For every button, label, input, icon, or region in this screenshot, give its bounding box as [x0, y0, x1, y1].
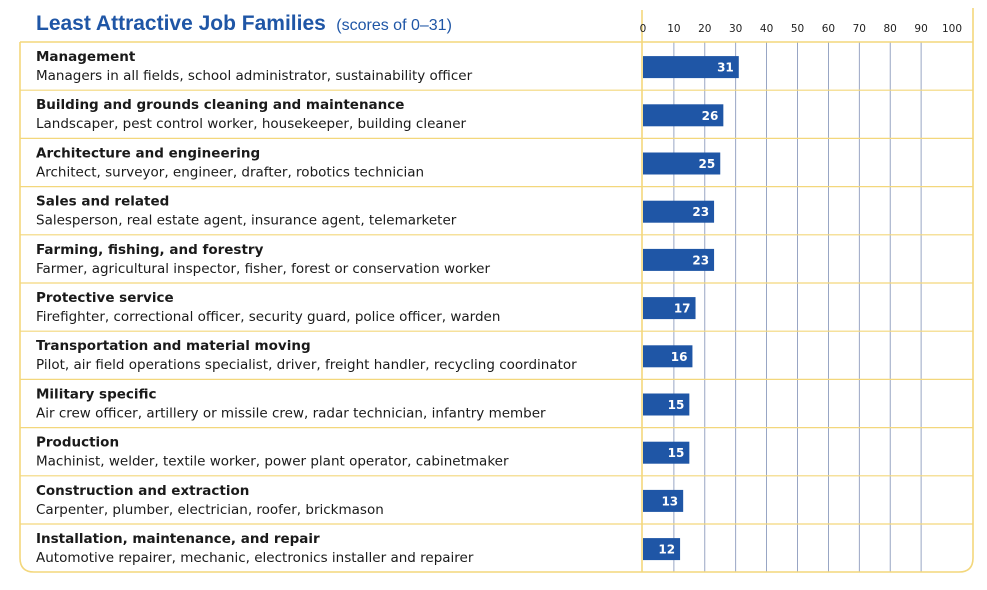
- bar-value-label: 26: [702, 109, 719, 123]
- bar: [643, 489, 684, 512]
- category-row: Military specific Air crew officer, artil…: [36, 386, 546, 421]
- svg-text:Least Attractive Job Families: Least Attractive Job Families (scores of…: [36, 12, 452, 35]
- category-name: Transportation and material moving: [36, 338, 311, 354]
- category-description: Carpenter, plumber, electrician, roofer,…: [36, 502, 384, 518]
- category-name: Construction and extraction: [36, 483, 249, 499]
- bar-value-label: 16: [671, 350, 688, 364]
- category-description: Salesperson, real estate agent, insuranc…: [36, 213, 457, 229]
- chart-subtitle: (scores of 0–31): [336, 17, 452, 34]
- bar: [643, 441, 690, 464]
- category-row: Building and grounds cleaning and mainte…: [36, 97, 467, 132]
- category-row: Protective service Firefighter, correctio…: [36, 290, 500, 325]
- bar: [643, 345, 693, 368]
- category-name: Architecture and engineering: [36, 145, 260, 161]
- x-tick-label: 100: [942, 23, 962, 35]
- outer-frame: [19, 8, 974, 573]
- chart-title: Least Attractive Job Families (scores of…: [36, 12, 452, 35]
- category-row: Construction and extraction Carpenter, pl…: [36, 483, 384, 518]
- category-name: Farming, fishing, and forestry: [36, 242, 264, 258]
- x-tick-label: 70: [853, 23, 866, 35]
- bars: 31 26 25 23 23 17 16 15 15 13 12: [643, 56, 739, 561]
- x-tick-label: 0: [640, 23, 647, 35]
- x-tick-label: 30: [729, 23, 742, 35]
- category-description: Managers in all fields, school administr…: [36, 68, 473, 84]
- category-name: Military specific: [36, 386, 157, 402]
- category-name: Management: [36, 49, 136, 65]
- category-name: Sales and related: [36, 194, 169, 210]
- category-name: Production: [36, 435, 119, 451]
- category-name: Protective service: [36, 290, 174, 306]
- bar-value-label: 12: [658, 543, 675, 557]
- bar-value-label: 23: [692, 253, 709, 267]
- bar-value-label: 13: [661, 494, 678, 508]
- category-description: Architect, surveyor, engineer, drafter, …: [36, 164, 424, 180]
- x-tick-label: 10: [667, 23, 680, 35]
- bar: [643, 538, 681, 561]
- bar-value-label: 23: [692, 205, 709, 219]
- category-description: Air crew officer, artillery or missile c…: [36, 405, 546, 421]
- grid-lines: [673, 42, 922, 572]
- category-row: Architecture and engineering Architect, s…: [36, 145, 424, 180]
- bar: [643, 297, 696, 320]
- x-axis-ticks: 0 10 20 30 40 50 60 70 80 90 100: [640, 23, 962, 35]
- x-tick-label: 80: [884, 23, 897, 35]
- bar-value-label: 31: [717, 61, 734, 75]
- category-row: Management Managers in all fields, school…: [36, 49, 473, 84]
- x-tick-label: 60: [822, 23, 835, 35]
- category-row: Farming, fishing, and forestry Farmer, ag…: [36, 242, 490, 277]
- bar-value-label: 15: [668, 446, 685, 460]
- category-row: Transportation and material moving Pilot,…: [36, 338, 577, 373]
- category-row: Installation, maintenance, and repair Aut…: [36, 531, 474, 566]
- bar-value-label: 15: [668, 398, 685, 412]
- category-description: Farmer, agricultural inspector, fisher, …: [36, 261, 490, 277]
- category-row: Sales and related Salesperson, real estat…: [36, 194, 457, 229]
- bar: [643, 393, 690, 416]
- category-description: Machinist, welder, textile worker, power…: [36, 454, 509, 470]
- bar: [643, 152, 721, 175]
- category-description: Pilot, air field operations specialist, …: [36, 357, 577, 373]
- x-tick-label: 20: [698, 23, 711, 35]
- chart-title-main: Least Attractive Job Families: [36, 12, 326, 35]
- category-row: Production Machinist, welder, textile wor…: [36, 435, 509, 470]
- x-tick-label: 90: [914, 23, 927, 35]
- category-description: Landscaper, pest control worker, houseke…: [36, 116, 467, 132]
- bar: [643, 248, 715, 271]
- x-tick-label: 40: [760, 23, 773, 35]
- category-rows: Management Managers in all fields, school…: [36, 49, 577, 566]
- bar-value-label: 25: [699, 157, 716, 171]
- bar-value-label: 17: [674, 302, 691, 316]
- bar: [643, 56, 739, 79]
- chart-frame: [19, 8, 974, 573]
- x-tick-label: 50: [791, 23, 804, 35]
- category-name: Building and grounds cleaning and mainte…: [36, 97, 404, 113]
- category-name: Installation, maintenance, and repair: [36, 531, 320, 547]
- bar: [643, 104, 724, 127]
- category-description: Automotive repairer, mechanic, electroni…: [36, 550, 474, 566]
- category-description: Firefighter, correctional officer, secur…: [36, 309, 500, 325]
- bar: [643, 200, 715, 223]
